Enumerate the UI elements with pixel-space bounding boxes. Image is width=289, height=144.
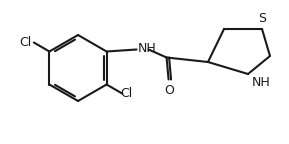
Text: NH: NH	[252, 76, 271, 89]
Text: Cl: Cl	[120, 87, 132, 100]
Text: NH: NH	[138, 42, 156, 55]
Text: O: O	[165, 85, 175, 97]
Text: Cl: Cl	[20, 36, 32, 49]
Text: S: S	[258, 12, 266, 25]
